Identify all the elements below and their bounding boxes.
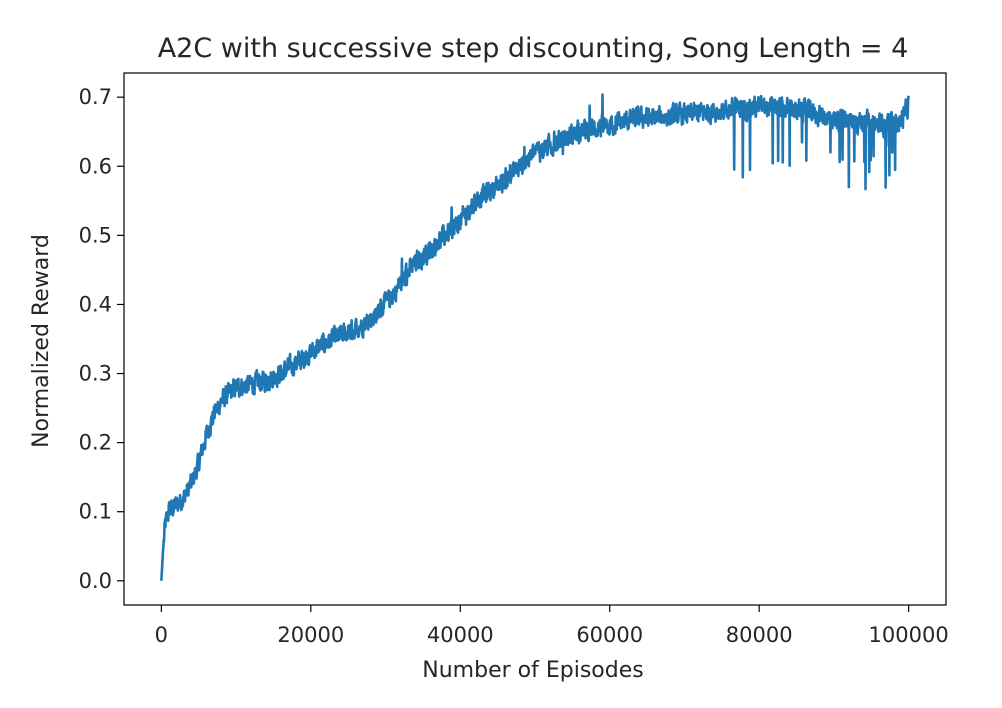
y-tick-label: 0.4 [79,292,112,316]
plot-frame [123,72,947,606]
y-tick-label: 0.6 [79,154,112,178]
chart-title: A2C with successive step discounting, So… [158,33,909,64]
y-tick-label: 0.2 [79,431,112,455]
y-tick-label: 0.7 [79,85,112,109]
y-axis-label: Normalized Reward [29,234,54,448]
y-tick-label: 0.5 [79,223,112,247]
x-tick-label: 0 [155,623,168,647]
x-tick-label: 20000 [277,623,344,647]
x-tick-label: 100000 [869,623,949,647]
x-tick-label: 80000 [726,623,793,647]
x-tick-label: 40000 [427,623,494,647]
y-tick-label: 0.1 [79,500,112,524]
y-axis-ticks: 0.0 0.1 0.2 0.3 0.4 0.5 0.6 0.7 [79,85,124,593]
x-axis-label: Number of Episodes [422,658,643,683]
x-axis-ticks: 0 20000 40000 60000 80000 100000 [155,605,949,647]
y-tick-label: 0.0 [79,569,112,593]
series-line [160,93,910,581]
series-group [160,93,910,581]
y-tick-label: 0.3 [79,362,112,386]
x-tick-label: 60000 [576,623,643,647]
